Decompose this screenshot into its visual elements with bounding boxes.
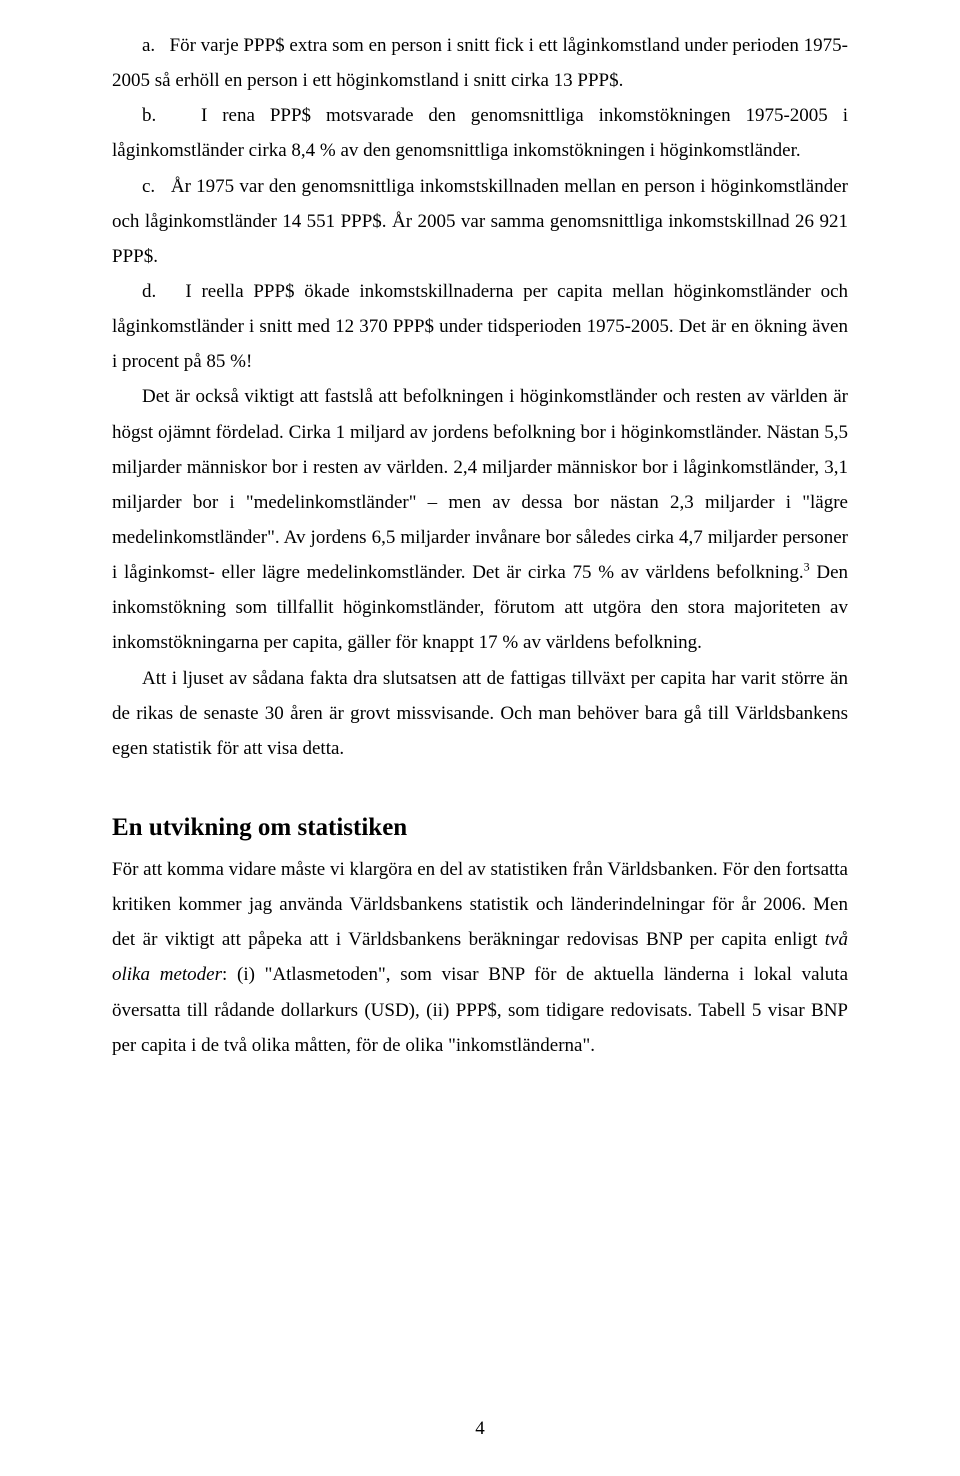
paragraph-g: För att komma vidare måste vi klargöra e…: [112, 852, 848, 1063]
paragraph-e: Det är också viktigt att fastslå att bef…: [112, 379, 848, 660]
paragraph-b: b. I rena PPP$ motsvarade den genomsnitt…: [112, 98, 848, 168]
paragraph-d: d. I reella PPP$ ökade inkomstskillnader…: [112, 274, 848, 379]
page-number: 4: [0, 1411, 960, 1446]
paragraph-g-tail: : (i) "Atlasmetoden", som visar BNP för …: [112, 964, 848, 1055]
paragraph-c: c. År 1975 var den genomsnittliga inkoms…: [112, 169, 848, 274]
paragraph-g-lead: För att komma vidare måste vi klargöra e…: [112, 859, 848, 950]
page-container: a. För varje PPP$ extra som en person i …: [0, 0, 960, 1476]
paragraph-f: Att i ljuset av sådana fakta dra slutsat…: [112, 661, 848, 766]
paragraph-a: a. För varje PPP$ extra som en person i …: [112, 28, 848, 98]
paragraph-e-lead: Det är också viktigt att fastslå att bef…: [112, 386, 848, 583]
section-heading: En utvikning om statistiken: [112, 808, 848, 848]
